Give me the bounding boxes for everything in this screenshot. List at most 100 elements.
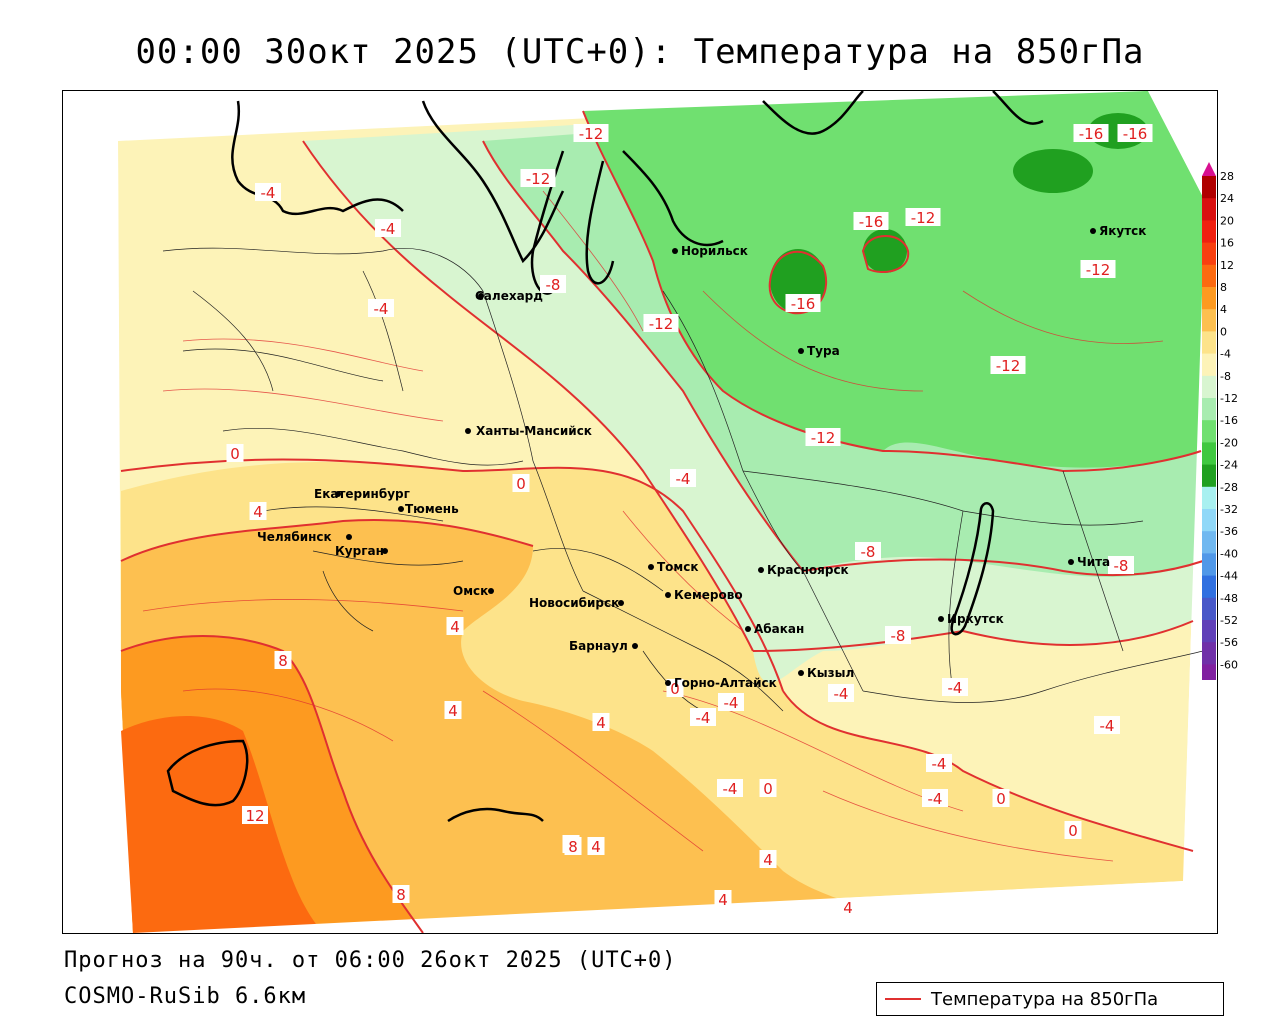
- svg-text:0: 0: [230, 445, 240, 463]
- city-8: Челябинск: [257, 530, 352, 544]
- svg-text:-8: -8: [891, 627, 906, 645]
- svg-text:-16: -16: [1123, 125, 1148, 143]
- city-dot: [1068, 559, 1074, 565]
- isotherm-label-19: 4: [446, 617, 464, 636]
- svg-text:12: 12: [245, 807, 264, 825]
- svg-text:0: 0: [1068, 822, 1078, 840]
- isotherm-label-9: -16: [785, 294, 821, 313]
- city-20: Горно-Алтайск: [665, 676, 777, 690]
- colorbar-tick-label: -24: [1220, 459, 1238, 472]
- svg-text:-16: -16: [859, 213, 884, 231]
- svg-text:-12: -12: [811, 429, 836, 447]
- colorbar-swatch: [1202, 486, 1216, 510]
- isotherm-label-31: -4: [717, 779, 743, 798]
- city-label: Челябинск: [257, 530, 332, 544]
- city-dot: [798, 348, 804, 354]
- city-dot: [648, 564, 654, 570]
- colorbar-tick-label: -4: [1220, 348, 1231, 361]
- city-dot: [632, 643, 638, 649]
- colorbar-swatch: [1202, 264, 1216, 288]
- isotherm-label-30: -4: [718, 693, 744, 712]
- colorbar-tick-label: -44: [1220, 570, 1238, 583]
- colorbar-tick-label: -8: [1220, 370, 1231, 383]
- svg-text:4: 4: [448, 702, 458, 720]
- city-19: Кызыл: [798, 666, 854, 680]
- city-15: Барнаул: [569, 639, 638, 653]
- colorbar-swatch: [1202, 464, 1216, 488]
- svg-text:8: 8: [278, 652, 288, 670]
- isotherm-label-38: -4: [926, 754, 952, 773]
- colorbar-swatch: [1202, 575, 1216, 599]
- isotherm-label-14: -12: [805, 428, 841, 447]
- city-4: Тура: [798, 344, 840, 358]
- colorbar-tick-label: 8: [1220, 281, 1227, 294]
- colorbar-tick-label: 12: [1220, 259, 1234, 272]
- city-label: Тюмень: [405, 502, 459, 516]
- city-5: Ханты-Мансийск: [465, 424, 592, 438]
- isotherm-label-39: 0: [992, 789, 1010, 808]
- city-label: Иркутск: [947, 612, 1004, 626]
- svg-text:-4: -4: [948, 679, 963, 697]
- svg-text:-12: -12: [996, 357, 1021, 375]
- colorbar-tick-label: -56: [1220, 636, 1238, 649]
- colorbar-tick-label: 0: [1220, 325, 1227, 338]
- isotherm-label-16: -4: [670, 469, 696, 488]
- city-dot: [478, 293, 484, 299]
- colorbar-arrow-top: [1202, 162, 1216, 176]
- svg-text:-4: -4: [928, 790, 943, 808]
- svg-text:-4: -4: [374, 300, 389, 318]
- map-title: 00:00 30окт 2025 (UTC+0): Температура на…: [135, 32, 1145, 72]
- colorbar-swatch: [1202, 242, 1216, 266]
- colorbar-swatch: [1202, 420, 1216, 443]
- isotherm-lines: [120, 110, 1204, 933]
- colorbar-tick-label: -12: [1220, 392, 1238, 405]
- colorbar-tick-label: 16: [1220, 237, 1234, 250]
- svg-text:-16: -16: [1079, 125, 1104, 143]
- isotherm-label-23: 12: [242, 806, 268, 825]
- isotherm-label-17: 4: [249, 502, 267, 521]
- colorbar-swatch: [1202, 398, 1216, 421]
- city-dot: [665, 592, 671, 598]
- svg-text:8: 8: [568, 838, 578, 856]
- city-17: Иркутск: [938, 612, 1004, 626]
- city-dot: [398, 506, 404, 512]
- isotherm-label-33: -8: [855, 542, 881, 561]
- city-18: Чита: [1068, 555, 1110, 569]
- city-label: Салехард: [475, 289, 543, 303]
- svg-text:-4: -4: [724, 694, 739, 712]
- colorbar-swatch: [1202, 442, 1216, 466]
- city-14: Красноярск: [758, 563, 849, 577]
- isotherm-label-35: -4: [828, 684, 854, 703]
- isotherm-lines-thin: [142, 190, 1164, 862]
- svg-text:8: 8: [396, 886, 406, 904]
- city-3: Салехард: [475, 289, 543, 303]
- colorbar-tick-label: 24: [1220, 192, 1234, 205]
- svg-text:4: 4: [763, 851, 773, 869]
- svg-text:-4: -4: [723, 780, 738, 798]
- isotherm-label-3: -12: [520, 169, 556, 188]
- isotherm-label-26: 8: [564, 837, 582, 856]
- colorbar-tick-label: 20: [1220, 214, 1234, 227]
- city-16: Абакан: [745, 622, 804, 636]
- city-dot: [938, 616, 944, 622]
- colorbar-swatch: [1202, 531, 1216, 554]
- city-label: Якутск: [1099, 224, 1146, 238]
- colorbar-tick-label: -40: [1220, 547, 1238, 560]
- isotherm-label-44: -4: [922, 789, 948, 808]
- svg-text:4: 4: [718, 891, 728, 909]
- isotherm-label-18: 0: [226, 444, 244, 463]
- isotherm-label-5: -4: [375, 219, 401, 238]
- isotherm-label-11: -12: [905, 208, 941, 227]
- svg-text:4: 4: [253, 503, 263, 521]
- map-legend: Температура на 850гПа: [876, 982, 1224, 1016]
- isotherm-label-10: -16: [853, 212, 889, 231]
- city-dot: [335, 491, 341, 497]
- isotherm-label-36: -4: [942, 678, 968, 697]
- temperature-map[interactable]: -12 -16-12-4-4-4-8-12-16-16 -12-12-12-120-…: [63, 91, 1217, 933]
- colorbar-swatch: [1202, 220, 1216, 244]
- colorbar-tick-label: -20: [1220, 436, 1238, 449]
- svg-text:-16: -16: [791, 295, 816, 313]
- colorbar-tick-label: -36: [1220, 525, 1238, 538]
- city-label: Курган: [335, 544, 384, 558]
- map-panel[interactable]: -12 -16 -12 -4 -4 -4 -8 -12 -16 -16 -12 -12 -12 -12 0-…: [62, 90, 1218, 934]
